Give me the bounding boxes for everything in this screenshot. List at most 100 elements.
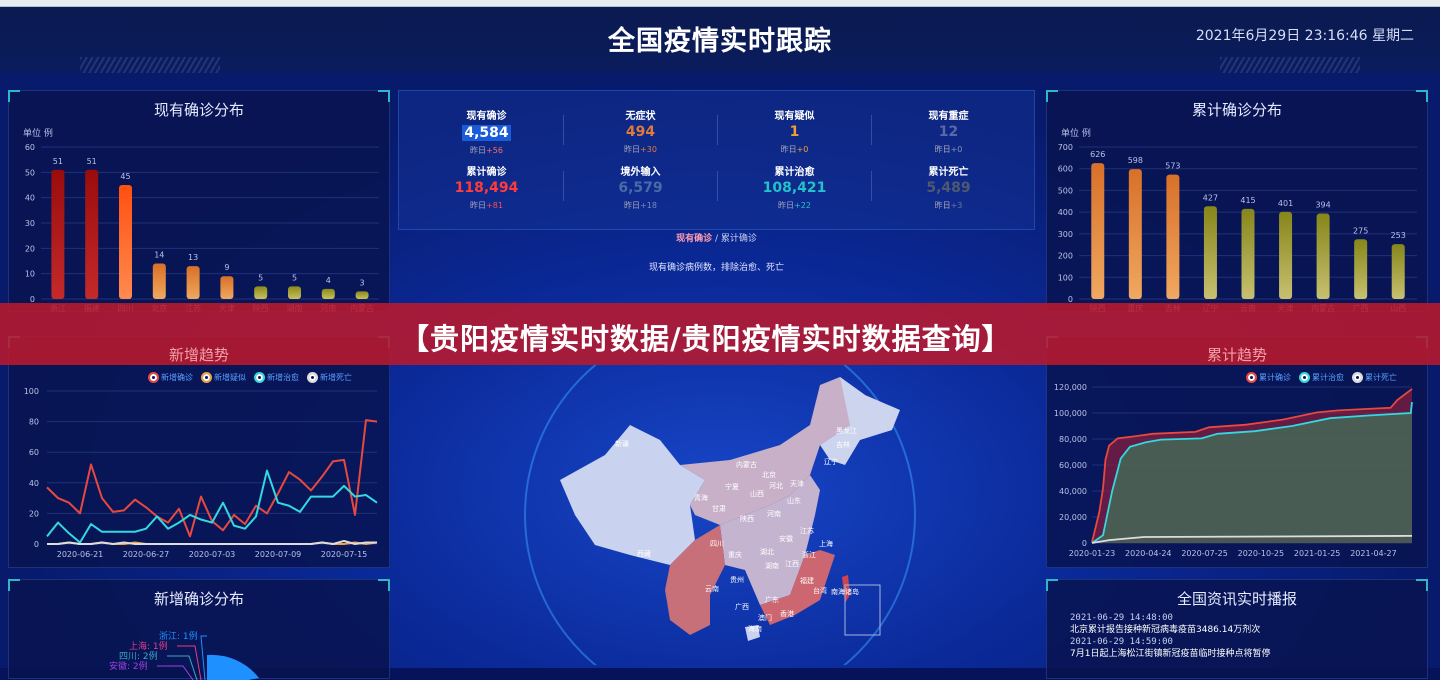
stat-value: 1 [789, 124, 800, 140]
divider [717, 115, 718, 145]
map-region-southeast[interactable] [760, 550, 835, 625]
data-label: 415 [1240, 196, 1255, 205]
data-label: 427 [1203, 193, 1218, 202]
bar[interactable] [1128, 169, 1142, 299]
toggle-cumulative-confirmed[interactable]: 累计确诊 [720, 234, 757, 244]
map-label: 广东 [765, 596, 779, 604]
yesterday-label: 昨日 [780, 145, 797, 154]
series-area-累计治愈 [1092, 402, 1412, 543]
map-label: 香港 [780, 610, 794, 618]
pie-leader-line [157, 665, 194, 680]
map-label: 台湾 [813, 587, 827, 595]
bar[interactable] [1203, 206, 1217, 299]
browser-tab-strip [0, 0, 1440, 7]
map-region-hainan[interactable] [745, 625, 760, 641]
page-title: 全国疫情实时跟踪 [608, 26, 832, 57]
china-map[interactable] [520, 365, 940, 665]
bar[interactable] [1354, 239, 1368, 299]
series-line-累计死亡 [1091, 534, 1413, 544]
bar[interactable] [355, 291, 369, 299]
cumulative-confirmed-bar-chart: 0100200300400500600700626陕西598重庆573吉林427… [1058, 143, 1417, 313]
bar[interactable] [1279, 211, 1293, 299]
legend-marker-icon [150, 374, 157, 381]
bar[interactable] [51, 169, 65, 299]
stat-delta: +81 [486, 201, 503, 210]
bar[interactable] [321, 288, 335, 299]
series-line-累计治愈 [1091, 401, 1413, 544]
toggle-current-confirmed[interactable]: 现有确诊 [676, 234, 713, 244]
legend-item[interactable]: 累计确诊 [1248, 372, 1291, 383]
header-decoration [80, 57, 220, 77]
map-label: 宁夏 [725, 483, 739, 491]
bar[interactable] [1316, 213, 1330, 299]
stat-delta: +22 [794, 201, 811, 210]
stat-yesterday: 昨日+81 [409, 200, 564, 211]
bar[interactable] [288, 286, 301, 299]
bar[interactable] [254, 286, 268, 299]
map-label: 重庆 [728, 551, 742, 559]
stat-yesterday: 昨日+22 [717, 200, 872, 211]
map-label: 海南 [748, 625, 762, 633]
data-label: 573 [1165, 162, 1180, 171]
map-region-west[interactable] [560, 425, 705, 565]
bar[interactable] [85, 169, 99, 299]
legend-item[interactable]: 新增确诊 [150, 372, 193, 383]
bar[interactable] [220, 276, 234, 299]
bar[interactable] [152, 263, 166, 299]
cumulative-confirmed-panel: 累计确诊分布 单位 例 0100200300400500600700626陕西5… [1046, 90, 1428, 313]
stat-label: 现有重症 [928, 111, 969, 122]
legend-item[interactable]: 新增死亡 [309, 372, 352, 383]
bar[interactable] [1391, 244, 1405, 299]
stat-label: 无症状 [625, 111, 656, 122]
y-tick-label: 80 [29, 418, 39, 427]
legend-item[interactable]: 累计死亡 [1354, 372, 1397, 383]
map-label: 甘肃 [712, 505, 726, 513]
stat-delta: +56 [486, 146, 503, 155]
map-region-north[interactable] [680, 377, 865, 525]
stat-value: 4,584 [462, 125, 511, 141]
unit-label: 单位 例 [23, 129, 53, 139]
yesterday-label: 昨日 [470, 201, 487, 210]
news-panel: 全国资讯实时播报 [1046, 579, 1428, 679]
map-label: 河南 [767, 510, 781, 518]
legend-item[interactable]: 累计治愈 [1301, 372, 1344, 383]
stat-value: 118,494 [454, 180, 519, 196]
map-region-taiwan[interactable] [842, 575, 850, 603]
news-item[interactable]: 2021-06-29 14:59:00 7月1日起上海松江街镇新冠疫苗临时接种点… [1070, 636, 1270, 660]
bar[interactable] [186, 266, 200, 299]
x-tick-label: 2020-07-03 [189, 550, 236, 559]
map-label: 新疆 [615, 440, 629, 448]
map-label: 北京 [762, 471, 776, 479]
divider [563, 171, 564, 201]
bar[interactable] [1091, 163, 1105, 299]
map-region-sichuan-yunnan[interactable] [665, 525, 725, 635]
cumulative-trend-panel: 0 20,000 40,000 60,000 80,000 100,000 120,000 2… [1046, 336, 1428, 568]
stat-label: 现有疑似 [774, 111, 815, 122]
news-list[interactable]: 2021-06-29 14:48:00 北京累计报告接种新冠病毒疫苗3486.1… [1070, 612, 1270, 660]
x-tick-label: 2020-07-25 [1181, 549, 1228, 558]
news-item[interactable]: 2021-06-29 14:48:00 北京累计报告接种新冠病毒疫苗3486.1… [1070, 612, 1270, 636]
y-tick-label: 10 [25, 270, 35, 279]
y-tick-label: 400 [1058, 208, 1073, 217]
stat-7: 累计死亡 5,489 昨日+3 [871, 163, 1026, 211]
bar[interactable] [1241, 208, 1255, 299]
bar[interactable] [119, 185, 132, 299]
legend-item[interactable]: 新增治愈 [256, 372, 299, 383]
map-label: 云南 [705, 585, 719, 593]
x-tick-label: 2020-06-21 [57, 550, 104, 559]
y-tick-label: 0 [34, 540, 39, 549]
panel-title: 现有确诊分布 [153, 101, 244, 119]
map-region-central[interactable] [720, 475, 820, 605]
x-tick-label: 2020-07-15 [321, 550, 368, 559]
map-label: 浙江 [802, 551, 816, 559]
y-tick-label: 40 [29, 479, 39, 488]
stat-label: 现有确诊 [466, 111, 507, 122]
x-tick-label: 2021-01-25 [1294, 549, 1341, 558]
map-label: 青海 [694, 494, 708, 502]
stat-value: 108,421 [762, 180, 827, 196]
bar[interactable] [1166, 174, 1180, 299]
stat-yesterday: 昨日+30 [563, 144, 718, 155]
map-region-northeast[interactable] [820, 377, 900, 465]
legend-item[interactable]: 新增疑似 [203, 372, 246, 383]
pie-slice[interactable] [207, 654, 259, 680]
